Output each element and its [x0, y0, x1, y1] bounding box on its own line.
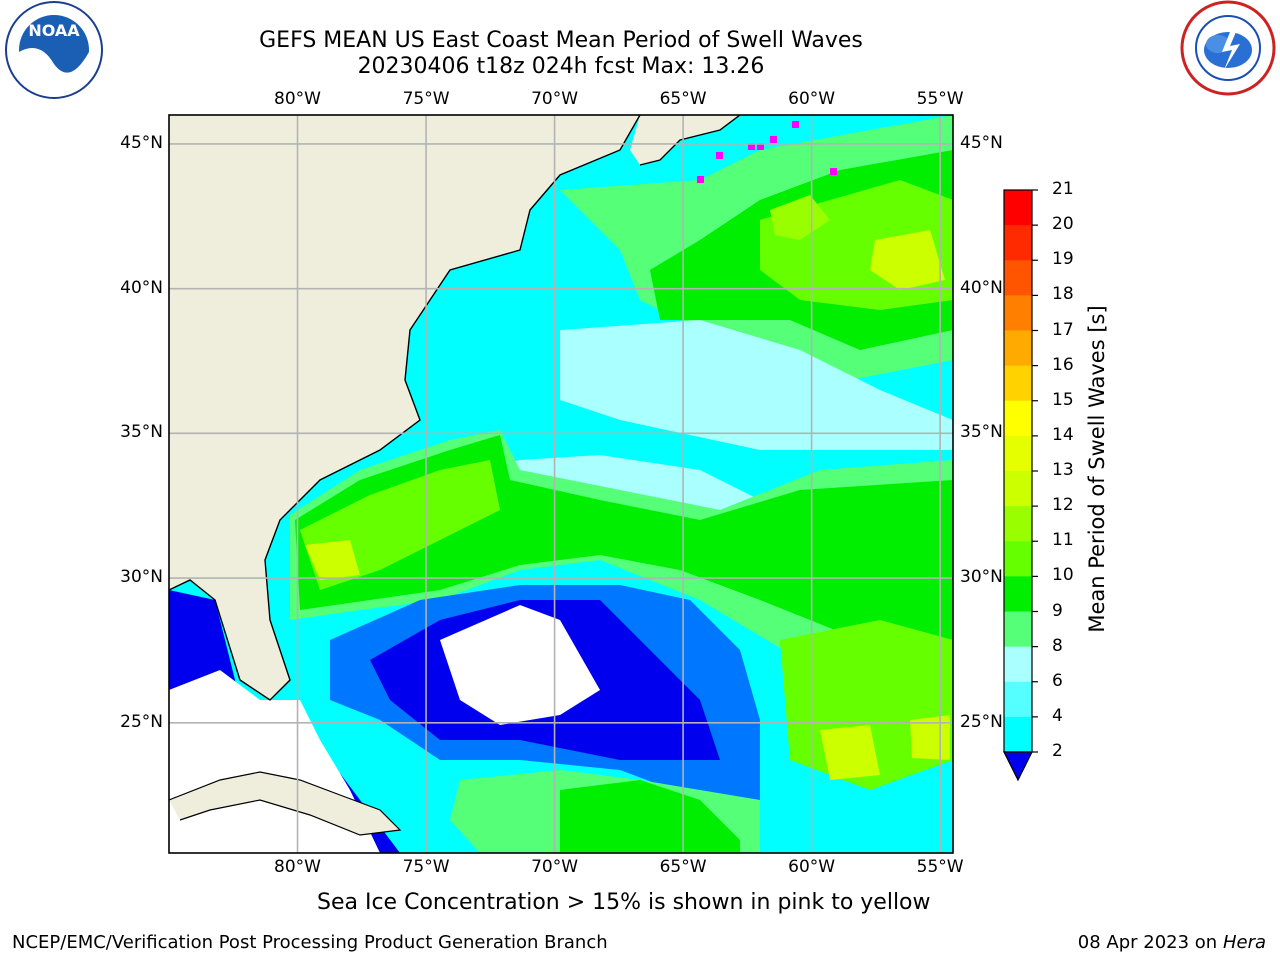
colorbar-segment — [1004, 611, 1032, 648]
colorbar-segment — [1004, 471, 1032, 507]
colorbar-tick-label: 2 — [1052, 741, 1063, 761]
colorbar-segment — [1004, 506, 1032, 542]
map-title: GEFS MEAN US East Coast Mean Period of S… — [259, 28, 863, 53]
sea-ice-pixel — [716, 152, 723, 159]
colorbar-segment — [1004, 365, 1032, 402]
generation-host: Hera — [1222, 932, 1266, 953]
coastline-us — [169, 115, 641, 701]
longitude-label-top: 65°W — [659, 89, 707, 109]
nws-logo — [1180, 0, 1276, 96]
latitude-label-right: 35°N — [960, 422, 1003, 443]
longitude-label-bottom: 75°W — [402, 857, 450, 877]
longitude-label-top: 60°W — [788, 89, 836, 109]
sea-ice-pixel — [748, 143, 755, 150]
sea-ice-pixel — [770, 136, 777, 143]
colorbar-segment — [1004, 330, 1032, 367]
colorbar-tick-label: 17 — [1052, 319, 1074, 340]
swell-region-caribbean — [560, 780, 740, 853]
latitude-label-left: 40°N — [120, 277, 163, 298]
longitude-label-bottom: 55°W — [916, 857, 964, 877]
colorbar-tick-label: 18 — [1052, 284, 1074, 305]
swell-region-southeast-peak — [820, 725, 880, 780]
swell-region-north-peak2 — [870, 230, 945, 290]
colorbar-segment — [1004, 225, 1032, 261]
latitude-label-right: 25°N — [960, 711, 1003, 732]
noaa-logo: NOAA — [5, 1, 103, 99]
sea-ice-pixel — [697, 176, 704, 183]
map-frame — [168, 114, 954, 854]
no-data-region-central — [440, 605, 600, 725]
coastline-nova-scotia — [639, 115, 741, 166]
latitude-label-left: 45°N — [120, 132, 163, 153]
longitude-label-top: 75°W — [402, 89, 450, 109]
longitude-label-bottom: 60°W — [788, 857, 836, 877]
land-cuba — [169, 772, 400, 835]
colorbar-tick-label: 13 — [1052, 460, 1074, 480]
longitude-label-bottom: 80°W — [274, 857, 321, 877]
sea-ice-pixel — [792, 121, 799, 128]
swell-region-north-peak1 — [770, 195, 830, 240]
latitude-label-right: 30°N — [960, 567, 1003, 588]
colorbar-tick-label: 16 — [1052, 354, 1074, 375]
colorbar-segment — [1004, 260, 1032, 296]
land-nova-scotia — [630, 115, 740, 165]
longitude-label-top: 70°W — [531, 89, 579, 109]
colorbar-segment — [1004, 646, 1032, 683]
colorbar-segment — [1004, 541, 1032, 577]
colorbar-segment — [1004, 435, 1032, 472]
colorbar-segment — [1004, 295, 1032, 331]
swell-region-southeast-lime — [780, 620, 953, 790]
colorbar-tick-label: 20 — [1052, 214, 1074, 235]
sea-ice-pixel — [830, 168, 837, 175]
colorbar-tick-label: 10 — [1052, 565, 1074, 586]
noaa-logo-text: NOAA — [28, 21, 80, 40]
colorbar-segment — [1004, 716, 1032, 753]
colorbar-tick-label: 12 — [1052, 495, 1074, 516]
colorbar-tick-label: 4 — [1052, 705, 1063, 726]
longitude-label-top: 80°W — [274, 89, 321, 109]
colorbar-extend-arrow — [1003, 751, 1033, 782]
colorbar-tick-label: 15 — [1052, 389, 1074, 410]
colorbar-tick-label: 9 — [1052, 600, 1063, 621]
map-subtitle: 20230406 t18z 024h fcst Max: 13.26 — [357, 54, 765, 79]
colorbar-segment — [1004, 576, 1032, 612]
latitude-label-left: 25°N — [120, 711, 163, 732]
sea-ice-pixel — [757, 143, 764, 150]
latitude-label-right: 45°N — [960, 132, 1003, 153]
latitude-label-left: 35°N — [120, 422, 163, 443]
latitude-label-left: 30°N — [120, 567, 163, 588]
colorbar-segment — [1004, 400, 1032, 437]
pale-cyan-band-mid — [560, 320, 953, 450]
sea-ice-note: Sea Ice Concentration > 15% is shown in … — [317, 890, 931, 915]
colorbar-tick-label: 11 — [1052, 530, 1074, 551]
longitude-label-top: 55°W — [916, 89, 964, 109]
colorbar-tick-label: 21 — [1052, 179, 1074, 199]
land-us-east-coast — [169, 115, 640, 700]
colorbar-label: Mean Period of Swell Waves [s] — [1085, 305, 1109, 633]
branch-credit: NCEP/EMC/Verification Post Processing Pr… — [12, 932, 608, 953]
coastline-cuba — [169, 771, 402, 836]
swell-region-south-peak — [305, 540, 360, 580]
longitude-label-bottom: 70°W — [531, 857, 579, 877]
colorbar-tick-label: 6 — [1052, 670, 1063, 691]
colorbar-segment — [1004, 190, 1032, 226]
colorbar-tick-label: 19 — [1052, 249, 1074, 270]
longitude-label-bottom: 65°W — [659, 857, 707, 877]
generation-date-text: 08 Apr 2023 on — [1077, 932, 1218, 953]
latitude-label-right: 40°N — [960, 277, 1003, 298]
colorbar-tick-label: 8 — [1052, 635, 1063, 656]
colorbar-tick-label: 14 — [1052, 424, 1074, 445]
colorbar-segment — [1004, 681, 1032, 718]
generation-date: 08 Apr 2023 on Hera — [1078, 932, 1266, 953]
